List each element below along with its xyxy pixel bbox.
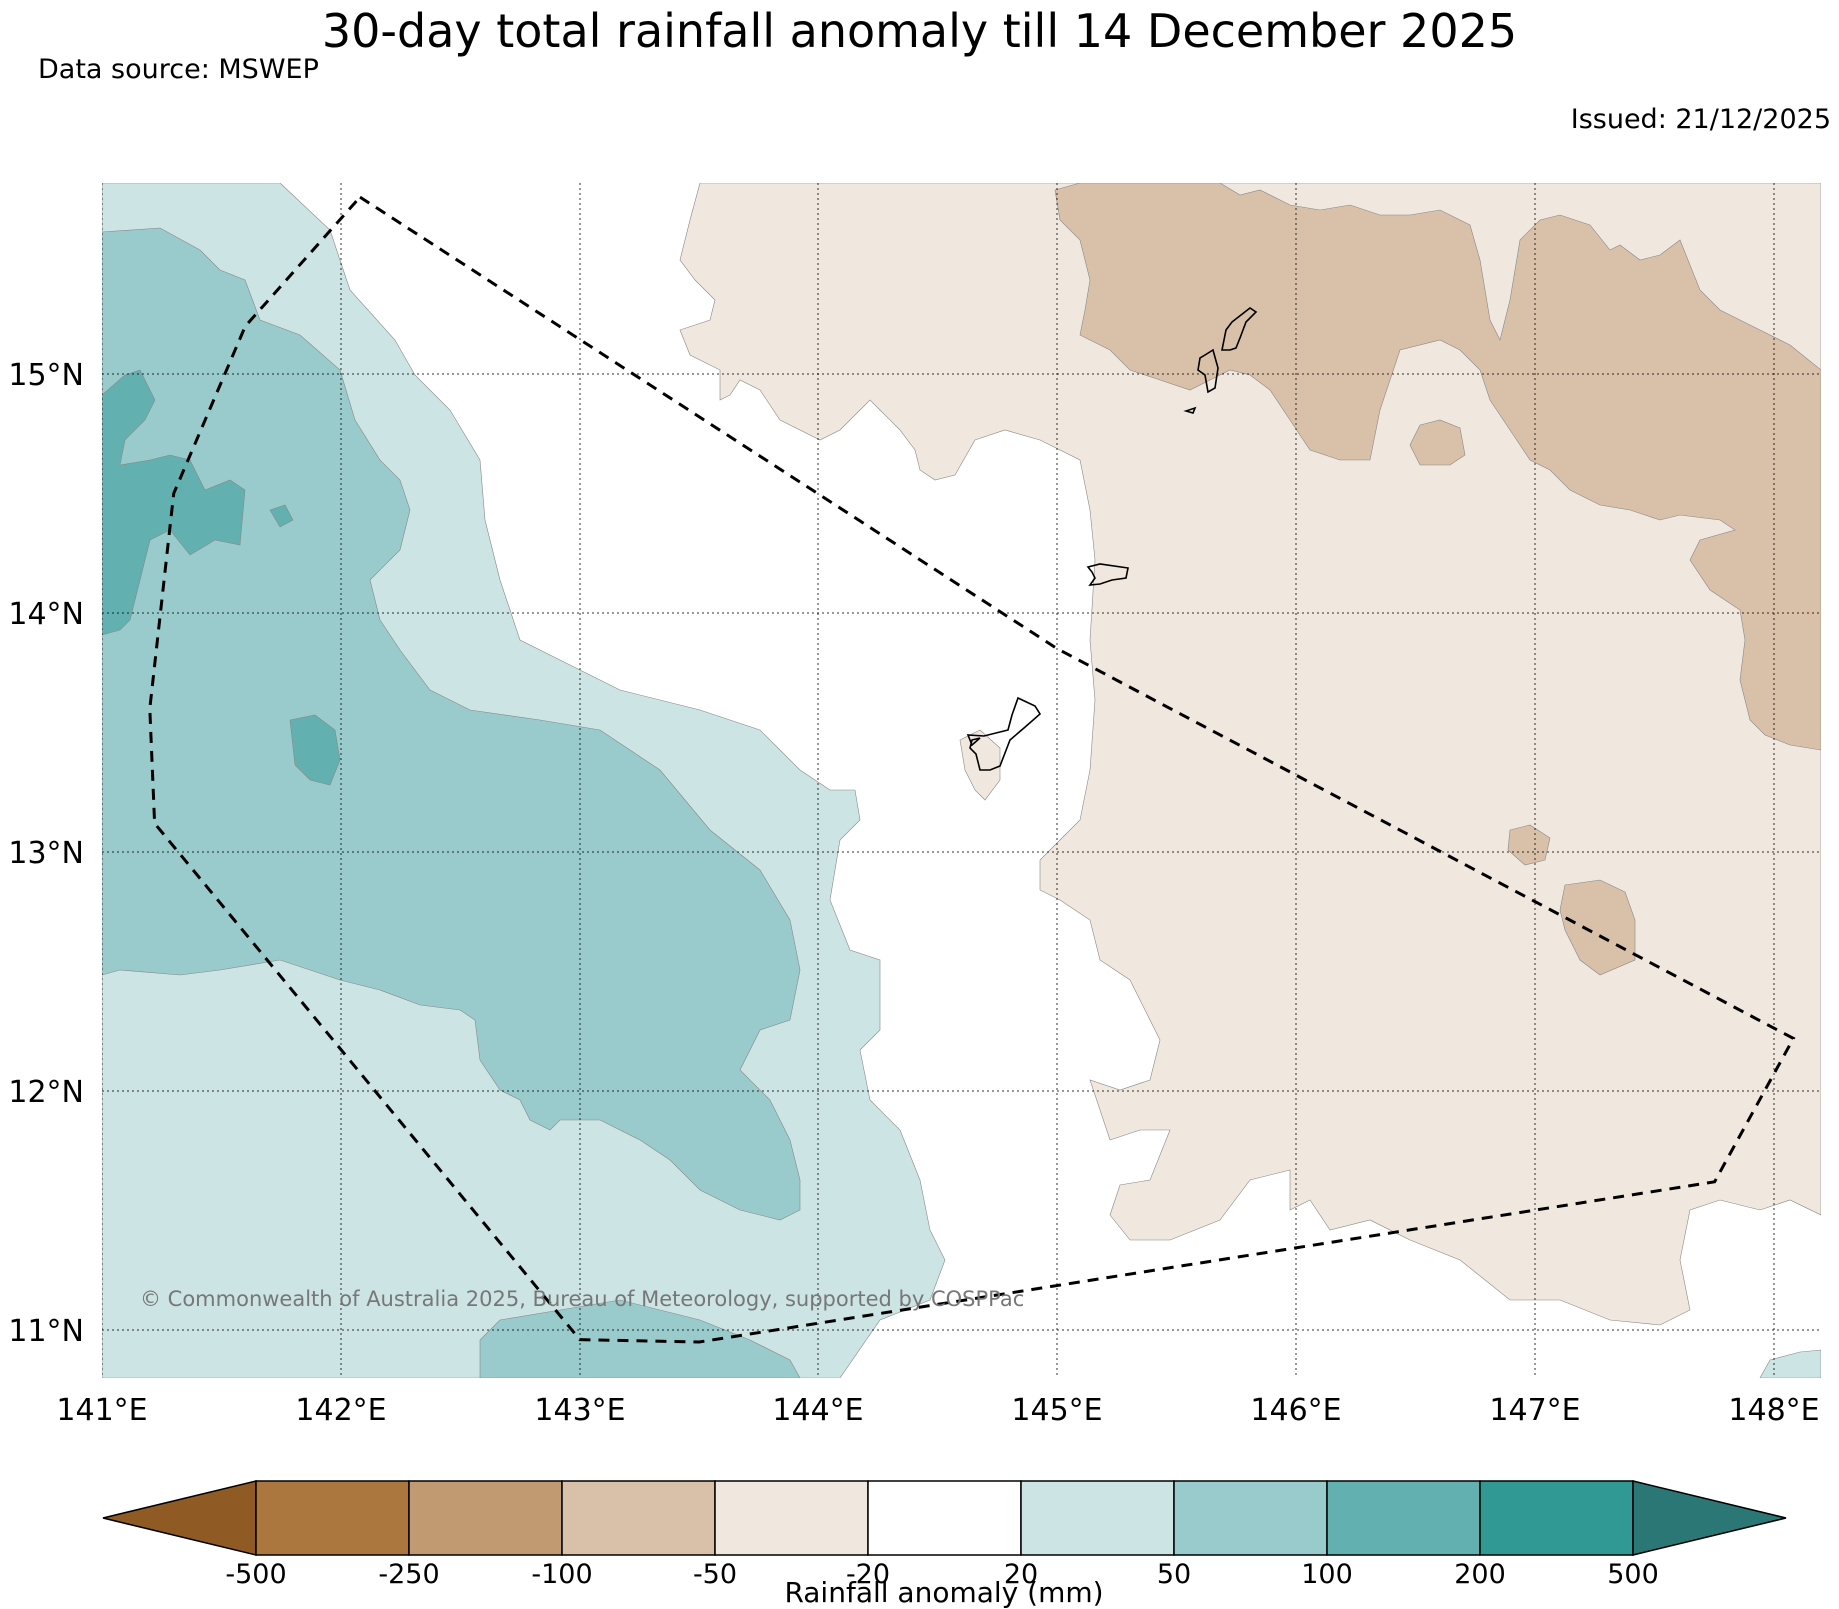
anomaly-region-50-to-100-south — [479, 1299, 801, 1378]
lon-label: 143°E — [534, 1393, 625, 1428]
lon-label: 145°E — [1011, 1393, 1102, 1428]
lat-label: 14°N — [8, 597, 84, 632]
map-title: 30-day total rainfall anomaly till 14 De… — [321, 4, 1518, 58]
colorbar-tick: -500 — [225, 1559, 286, 1590]
island-saipan — [1221, 307, 1258, 351]
colorbar-tick: -250 — [378, 1559, 439, 1590]
colorbar-tick: -20 — [846, 1559, 890, 1590]
colorbar-swatch — [1479, 1480, 1634, 1556]
lat-label: 13°N — [8, 836, 84, 871]
issued-date: Issued: 21/12/2025 — [1570, 104, 1831, 135]
anomaly-region-100-to-200-c — [269, 504, 294, 528]
lon-tick-labels: 141°E 142°E 143°E 144°E 145°E 146°E 147°… — [56, 1393, 1819, 1428]
colorbar-tick: 100 — [1301, 1559, 1353, 1590]
anomaly-region-20-to-50-south — [1759, 1349, 1821, 1378]
lat-gridlines — [102, 373, 1821, 1331]
anomaly-region-minus20-to-minus50 — [679, 183, 1821, 1326]
lon-label: 147°E — [1489, 1393, 1580, 1428]
colorbar-tick: 20 — [1004, 1559, 1038, 1590]
colorbar — [102, 1480, 1787, 1556]
lon-label: 142°E — [295, 1393, 386, 1428]
anomaly-region-minus50-to-minus100-north — [1054, 183, 1821, 751]
map-plot-area — [102, 183, 1821, 1378]
colorbar-tick: -100 — [531, 1559, 592, 1590]
lat-label: 15°N — [8, 358, 84, 393]
zone-boundary-dashed — [148, 195, 1796, 1344]
island-guam — [966, 696, 1042, 771]
colorbar-swatch — [1173, 1480, 1328, 1556]
anomaly-region-minus50-to-minus100-b — [1559, 879, 1636, 976]
colorbar-swatch — [1020, 1480, 1175, 1556]
island-rota — [1086, 563, 1129, 586]
anomaly-region-100-to-200-a — [102, 369, 246, 636]
lon-label: 141°E — [56, 1393, 147, 1428]
colorbar-tick: 500 — [1607, 1559, 1659, 1590]
island-tinian — [1197, 348, 1219, 394]
colorbar-swatch — [255, 1480, 410, 1556]
anomaly-region-minus50-to-minus100-a — [1409, 419, 1466, 466]
colorbar-swatch — [1632, 1480, 1787, 1556]
lon-gridlines — [102, 183, 1775, 1378]
colorbar-swatch — [102, 1480, 257, 1556]
lat-tick-labels: 11°N 12°N 13°N 14°N 15°N — [8, 358, 84, 1349]
colorbar-swatch — [1326, 1480, 1481, 1556]
colorbar-swatch — [561, 1480, 716, 1556]
anomaly-region-minus50-to-minus100-c — [1507, 824, 1551, 866]
anomaly-region-100-to-200-b — [289, 714, 341, 786]
colorbar-swatch — [867, 1480, 1022, 1556]
lon-label: 144°E — [772, 1393, 863, 1428]
lat-label: 11°N — [8, 1314, 84, 1349]
anomaly-region-50-to-100 — [102, 227, 801, 1221]
colorbar-swatch — [714, 1480, 869, 1556]
data-source-label: Data source: MSWEP — [38, 54, 319, 85]
colorbar-title: Rainfall anomaly (mm) — [784, 1576, 1103, 1609]
lon-label: 146°E — [1250, 1393, 1341, 1428]
colorbar-tick: 200 — [1454, 1559, 1506, 1590]
colorbar-swatch — [408, 1480, 563, 1556]
colorbar-tick: -50 — [693, 1559, 737, 1590]
lon-label: 148°E — [1728, 1393, 1819, 1428]
lat-label: 12°N — [8, 1075, 84, 1110]
copyright-notice: © Commonwealth of Australia 2025, Bureau… — [140, 1287, 1025, 1311]
island-aguijan — [1183, 406, 1197, 414]
colorbar-tick: 50 — [1157, 1559, 1191, 1590]
colorbar-tick-labels: -500 -250 -100 -50 -20 20 50 100 200 500 — [225, 1559, 1658, 1590]
